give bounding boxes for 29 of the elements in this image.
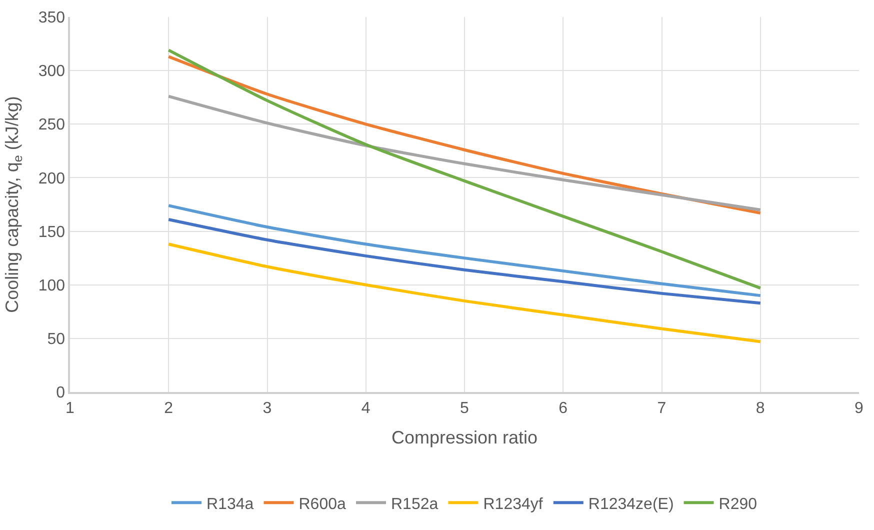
- y-tick-label: 300: [38, 63, 66, 80]
- y-tick-label: 250: [38, 116, 66, 134]
- x-tick-label: 6: [558, 400, 568, 417]
- y-tick-label: 50: [47, 331, 66, 348]
- y-tick-label: 350: [38, 10, 66, 27]
- y-tick-label: 0: [56, 384, 66, 402]
- legend-label: R290: [718, 496, 758, 513]
- x-tick-label: 1: [66, 400, 75, 417]
- x-tick-label: 4: [361, 400, 370, 417]
- legend-label: R1234yf: [483, 496, 544, 513]
- line-series: [167, 48, 762, 290]
- line-series: [167, 218, 762, 305]
- line-series: [167, 242, 762, 344]
- legend-label: R600a: [298, 496, 346, 513]
- legend-label: R152a: [391, 496, 438, 513]
- legend-label: R134a: [206, 496, 254, 513]
- y-tick-label: 150: [38, 224, 66, 241]
- x-tick-label: 3: [262, 400, 272, 417]
- x-tick-label: 2: [164, 400, 174, 417]
- line-series: [167, 204, 762, 298]
- x-axis-title: Compression ratio: [391, 428, 538, 448]
- legend-label: R1234ze(E): [588, 496, 674, 513]
- x-tick-label: 7: [657, 400, 666, 417]
- x-tick-label: 5: [460, 400, 470, 417]
- y-tick-label: 200: [38, 170, 66, 188]
- y-tick-label: 100: [38, 277, 66, 294]
- line-series: [167, 94, 762, 212]
- x-tick-label: 8: [756, 400, 765, 417]
- x-tick-label: 9: [854, 400, 864, 417]
